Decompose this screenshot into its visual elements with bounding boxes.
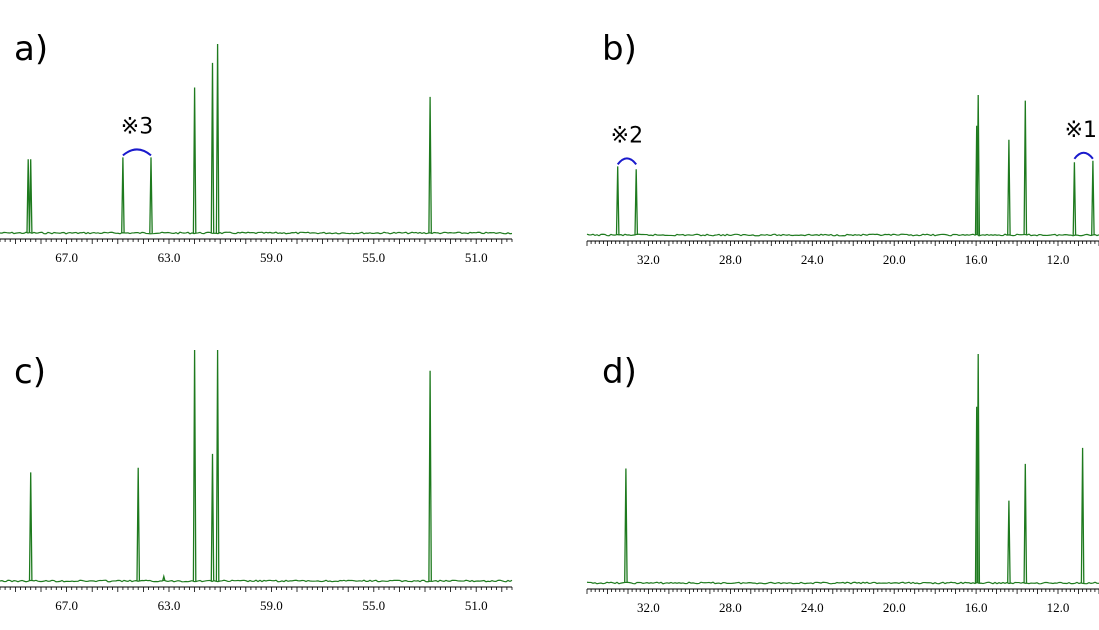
x-tick-label: 24.0 [801,600,824,615]
spectrum-peak [192,87,197,234]
spectrum-baseline [0,231,513,235]
x-tick-label: 12.0 [1047,252,1070,267]
x-tick-label: 28.0 [719,600,742,615]
x-tick-label: 63.0 [158,250,181,265]
panel-label: a) [14,29,48,69]
spectrum-peak [1080,447,1085,584]
x-tick-label: 63.0 [158,598,181,613]
spectrum-peak [161,573,166,582]
spectrum-peak [634,169,639,236]
spectrum-peak [210,62,215,234]
annotation-label: ※3 [121,114,153,139]
spectrum-baseline [586,581,1099,585]
annotation-label: ※1 [1065,118,1097,143]
spectrum-peak [615,166,620,236]
spectrum-peak [1091,160,1095,236]
spectrum-peak [428,370,432,582]
spectrum-peak [1007,139,1011,236]
panel-label: c) [14,352,46,392]
spectrum-peak [121,157,125,234]
annotation-label: ※2 [611,123,643,148]
x-tick-label: 32.0 [637,600,660,615]
spectrum-peak [1023,463,1028,584]
annotation-arc [122,148,152,157]
spectrum-peak [976,94,981,236]
x-tick-label: 67.0 [55,250,78,265]
spectrum-peak [149,157,153,234]
x-tick-label: 16.0 [965,252,988,267]
spectrum-peak [1072,162,1077,236]
spectrum-baseline [586,233,1099,237]
spectrum-peak [28,472,33,582]
x-tick-label: 51.0 [465,250,488,265]
annotation-arc [616,157,637,166]
spectrum-peak [192,349,197,582]
x-tick-label: 28.0 [719,252,742,267]
panel-a: a) 67.0 63.0 59.0 55.0 51.0 ※3 [0,29,513,265]
panel-d: d) 32.0 28.0 24.0 20.0 16.0 12.0 [586,352,1099,615]
spectrum-baseline [0,579,513,583]
spectrum-peak [28,159,33,234]
x-tick-label: 59.0 [260,250,283,265]
spectrum-peak [136,467,141,582]
annotation-arc [1073,151,1094,160]
panel-label: d) [602,352,637,392]
spectrum-peak [210,453,215,582]
x-tick-label: 59.0 [260,598,283,613]
x-tick-label: 67.0 [55,598,78,613]
spectrum-peak [215,349,220,582]
panel-label: b) [602,29,637,69]
x-tick-label: 16.0 [965,600,988,615]
x-tick-label: 55.0 [362,250,385,265]
x-tick-label: 20.0 [883,252,906,267]
panel-c: c) 67.0 63.0 59.0 55.0 51.0 [0,349,513,613]
x-tick-label: 55.0 [362,598,385,613]
spectrum-peak [1023,100,1028,236]
x-tick-label: 20.0 [883,600,906,615]
x-tick-label: 12.0 [1047,600,1070,615]
spectrum-peak [428,96,432,234]
panel-b: b) 32.0 28.0 24.0 20.0 16.0 12.0 ※2 ※1 [586,29,1099,267]
spectrum-peak [215,43,220,234]
x-tick-label: 24.0 [801,252,824,267]
x-tick-label: 32.0 [637,252,660,267]
spectrum-peak [26,159,31,234]
spectrum-peak [1007,500,1011,584]
x-tick-label: 51.0 [465,598,488,613]
spectrum-peak [624,468,628,584]
spectrum-peak [976,353,981,584]
